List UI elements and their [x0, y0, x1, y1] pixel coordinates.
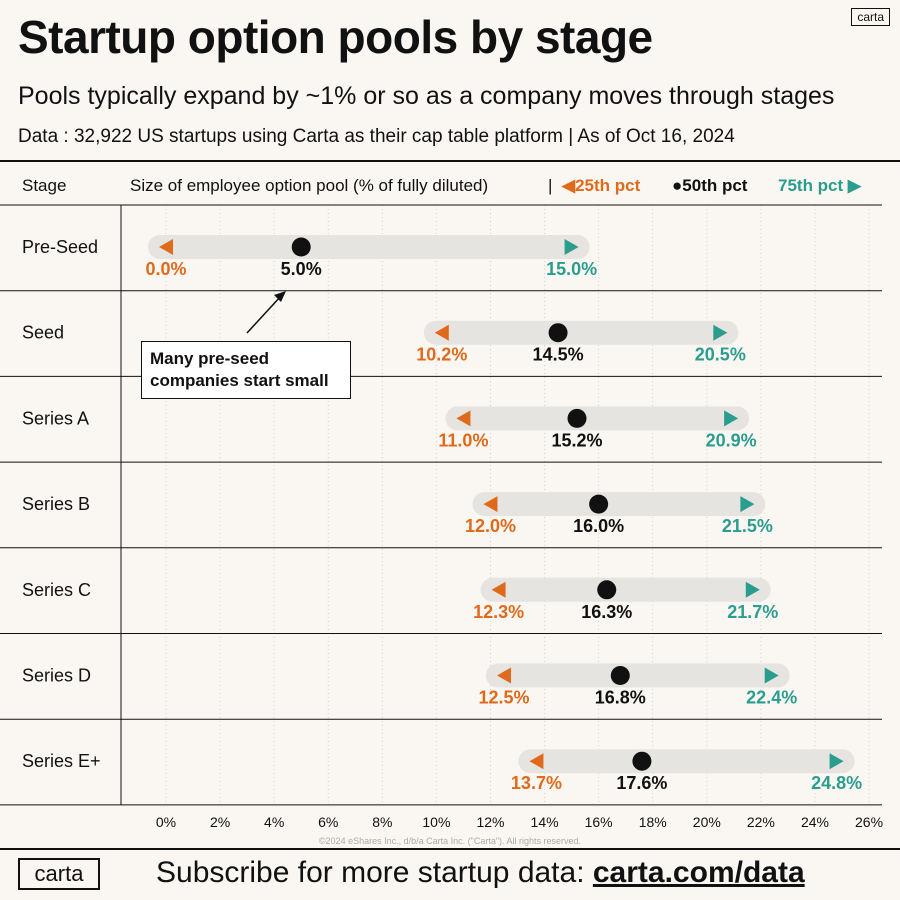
- annotation-callout: Many pre-seed companies start small: [141, 341, 351, 399]
- p25-label: 11.0%: [438, 430, 488, 450]
- x-tick-label: 10%: [422, 814, 450, 830]
- p75-label: 21.7%: [727, 602, 778, 622]
- table-header: Stage Size of employee option pool (% of…: [0, 176, 900, 198]
- p50-marker: [567, 408, 587, 428]
- callout-arrow-line: [246, 295, 282, 334]
- p50-label: 16.0%: [573, 516, 624, 536]
- p50-label: 16.8%: [595, 688, 646, 708]
- p25-label: 0.0%: [145, 259, 186, 279]
- p50-marker: [597, 580, 617, 600]
- p75-label: 21.5%: [722, 516, 773, 536]
- p75-marker: [564, 239, 579, 255]
- footer-cta-prefix: Subscribe for more startup data:: [156, 856, 593, 889]
- p25-marker: [159, 239, 173, 255]
- p50-label: 5.0%: [281, 259, 322, 279]
- x-tick-label: 18%: [639, 814, 667, 830]
- x-tick-label: 2%: [210, 814, 230, 830]
- stage-label: Pre-Seed: [22, 237, 98, 257]
- x-tick-label: 8%: [372, 814, 392, 830]
- carta-logo[interactable]: carta: [18, 858, 100, 890]
- p75-marker: [740, 496, 755, 513]
- x-tick-label: 26%: [855, 814, 883, 830]
- subtitle: Pools typically expand by ~1% or so as a…: [18, 82, 835, 110]
- p50-marker: [291, 237, 311, 257]
- p50-label: 16.3%: [581, 602, 632, 622]
- stage-label: Series D: [22, 666, 91, 686]
- p75-marker: [724, 410, 739, 427]
- p50-label: 17.6%: [616, 773, 667, 793]
- p50-marker: [632, 751, 652, 771]
- page-title: Startup option pools by stage: [18, 11, 653, 63]
- stage-label: Series C: [22, 580, 91, 600]
- x-tick-label: 6%: [318, 814, 338, 830]
- x-tick-label: 16%: [585, 814, 613, 830]
- footer-rule: [0, 848, 900, 850]
- p75-label: 15.0%: [546, 259, 597, 279]
- header-rule: [0, 160, 900, 162]
- p50-marker: [548, 323, 568, 343]
- p25-marker: [434, 324, 449, 341]
- legend-25th-label: 25th pct: [575, 176, 641, 195]
- p50-label: 14.5%: [533, 345, 584, 365]
- x-tick-label: 22%: [747, 814, 775, 830]
- p25-label: 13.7%: [511, 773, 562, 793]
- copyright: ©2024 eShares Inc., d/b/a Carta Inc. ("C…: [318, 836, 582, 846]
- legend-25th: ◀25th pct: [562, 176, 641, 195]
- p25-label: 12.3%: [473, 602, 524, 622]
- carta-data-link[interactable]: carta.com/data: [592, 856, 805, 889]
- p75-marker: [764, 667, 779, 684]
- p50-marker: [610, 666, 630, 685]
- legend-50th-label: 50th pct: [682, 176, 748, 195]
- header-separator: |: [548, 176, 553, 195]
- x-tick-label: 12%: [476, 814, 504, 830]
- p25-marker: [483, 496, 498, 513]
- stage-label: Series A: [22, 408, 89, 428]
- p75-label: 20.9%: [706, 430, 757, 450]
- footer-cta: Subscribe for more startup data: carta.c…: [156, 856, 805, 890]
- legend-75th: 75th pct ▶: [778, 176, 861, 195]
- p75-marker: [745, 581, 760, 598]
- p50-marker: [589, 494, 609, 514]
- p75-label: 20.5%: [695, 345, 746, 365]
- p25-marker: [456, 410, 471, 427]
- x-tick-label: 24%: [801, 814, 829, 830]
- stage-label: Seed: [22, 323, 64, 343]
- metric-column-header: Size of employee option pool (% of fully…: [130, 176, 489, 195]
- p25-label: 10.2%: [416, 345, 467, 365]
- stage-label: Series E+: [22, 751, 101, 771]
- x-tick-label: 20%: [693, 814, 721, 830]
- x-tick-label: 0%: [156, 814, 176, 830]
- stage-label: Series B: [22, 494, 90, 514]
- p50-label: 15.2%: [551, 430, 602, 450]
- p25-marker: [491, 581, 506, 598]
- p25-label: 12.5%: [478, 688, 529, 708]
- p75-label: 22.4%: [746, 688, 797, 708]
- data-source: Data : 32,922 US startups using Carta as…: [18, 126, 735, 147]
- carta-logo-small[interactable]: carta: [851, 8, 890, 26]
- p75-marker: [713, 324, 728, 341]
- p75-label: 24.8%: [811, 773, 862, 793]
- stage-column-header: Stage: [22, 176, 67, 195]
- legend-50th: ●50th pct: [672, 176, 748, 195]
- callout-arrow-head: [274, 291, 286, 302]
- x-tick-label: 4%: [264, 814, 284, 830]
- p75-marker: [829, 753, 844, 770]
- p25-marker: [529, 753, 544, 770]
- x-tick-label: 14%: [531, 814, 559, 830]
- p25-marker: [497, 667, 511, 684]
- legend-75th-label: 75th pct: [778, 176, 844, 195]
- p25-label: 12.0%: [465, 516, 516, 536]
